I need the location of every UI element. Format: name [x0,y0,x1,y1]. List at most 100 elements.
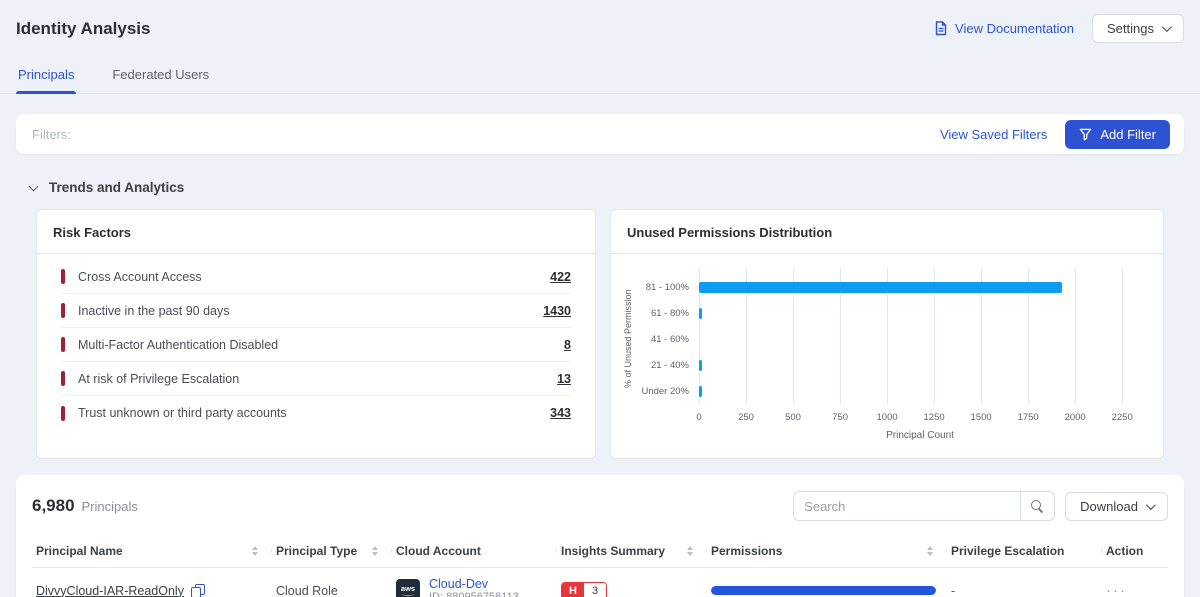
cell-insights-summary: H 3 [557,581,707,597]
document-icon [935,21,947,36]
chart-bar[interactable] [699,359,702,371]
row-actions-menu[interactable]: ··· [1106,582,1127,597]
chart-gridline [746,268,748,404]
chart-body: 81 - 100% 61 - 80% 41 - 60% 21 - 40% Under 2… [635,268,1141,404]
cell-principal-type: Cloud Role [276,583,338,597]
risk-item-label: Trust unknown or third party accounts [78,406,287,420]
page-header: Identity Analysis View Documentation Set… [0,0,1200,43]
chart-category-label: 81 - 100% [645,281,689,293]
risk-item-label: Multi-Factor Authentication Disabled [78,337,279,352]
chart-bar[interactable] [699,281,1062,293]
chart-gridline [934,268,936,404]
chart-x-axis: 0 250 500 750 1000 1250 1500 1750 2000 2250 [635,404,1141,426]
risk-item: Trust unknown or third party accounts 34… [61,396,571,430]
cloud-account-link[interactable]: Cloud-Dev [429,577,489,591]
chart-category-labels: 81 - 100% 61 - 80% 41 - 60% 21 - 40% Under 2… [635,274,699,404]
chart-x-tick-label: 750 [832,412,848,423]
column-divider [556,549,557,553]
sort-icon[interactable] [687,546,693,556]
chart-y-axis-label: % of Unused Permission [623,289,633,389]
risk-item-count-link[interactable]: 8 [564,337,571,352]
column-divider [271,549,272,553]
risk-item-count-link[interactable]: 422 [550,269,571,284]
risk-item-label: Inactive in the past 90 days [78,303,230,318]
column-divider [391,549,392,553]
chart-gridline [1028,268,1030,404]
filter-funnel-icon [1080,128,1092,140]
search-button[interactable] [1020,492,1054,520]
chart-bar-row [699,300,1141,326]
table-controls: Download [793,491,1168,521]
search-input[interactable] [794,492,1021,520]
permissions-bar-fill [711,586,936,595]
sort-icon[interactable] [372,546,378,556]
chart-x-tick-label: 1750 [1017,412,1039,423]
chart-bars [699,274,1141,404]
risk-item-count-link[interactable]: 1430 [543,303,571,318]
chart-gridline [793,268,795,404]
risk-item-count-link[interactable]: 343 [550,406,571,420]
add-filter-button[interactable]: Add Filter [1065,119,1170,149]
cell-action: ··· [1102,582,1168,597]
risk-item-count-link[interactable]: 13 [557,371,571,386]
trends-section-header[interactable]: Trends and Analytics [28,180,1184,195]
column-header-permissions[interactable]: Permissions [707,544,947,558]
filters-bar: Filters: View Saved Filters Add Filter [16,114,1184,154]
chart-x-tick-label: 0 [696,412,702,423]
permissions-bar[interactable] [711,586,936,595]
settings-label: Settings [1107,21,1154,36]
chart-x-tick-label: 1500 [970,412,992,423]
principal-name-link[interactable]: DivvyCloud-IAR-ReadOnly [36,583,184,597]
column-header-principal-name[interactable]: Principal Name [32,544,272,558]
column-header-cloud-account[interactable]: Cloud Account [392,544,557,558]
principals-count-suffix: Principals [81,499,138,514]
filters-placeholder[interactable]: Filters: [32,126,71,142]
view-documentation-label: View Documentation [955,21,1075,36]
settings-button[interactable]: Settings [1092,14,1184,43]
cloud-account-id: ID: 880956758113 [429,591,519,597]
column-divider [706,549,707,553]
copy-icon[interactable] [190,583,205,597]
filters-actions: View Saved Filters Add Filter [939,119,1170,149]
chart-bar[interactable] [699,307,702,319]
unused-permissions-title: Unused Permissions Distribution [627,225,833,240]
sort-icon[interactable] [927,546,933,556]
cell-cloud-account: aws Cloud-Dev ID: 880956758113 [392,577,557,597]
sort-icon[interactable] [252,546,258,556]
chart-plot [699,268,1141,404]
view-documentation-link[interactable]: View Documentation [934,21,1074,36]
column-header-insights-summary[interactable]: Insights Summary [557,544,707,558]
risk-item-label: At risk of Privilege Escalation [78,371,240,386]
cell-principal-name: DivvyCloud-IAR-ReadOnly [32,583,272,597]
chart-x-tick-label: 2250 [1111,412,1133,423]
tab-principals[interactable]: Principals [16,59,77,94]
chart-bar[interactable] [699,385,703,397]
chart-bar-row [699,352,1141,378]
chart-bar-row [699,378,1141,404]
search-box [793,491,1056,521]
chart-x-axis-label: Principal Count [886,430,954,441]
tab-federated-users[interactable]: Federated Users [112,67,210,82]
chart-gridline [981,268,983,404]
column-header-privilege-escalation[interactable]: Privilege Escalation [947,544,1102,558]
trends-cards: Risk Factors Cross Account Access 422 In… [36,209,1164,459]
risk-item: Inactive in the past 90 days 1430 [61,294,571,328]
principals-count: 6,980 Principals [32,496,138,516]
download-button[interactable]: Download [1065,491,1168,521]
severity-letter: H [562,582,584,597]
chart-category-label: 61 - 80% [650,307,689,319]
cell-permissions [707,586,947,595]
column-divider [1101,549,1102,553]
chart-bar-row [699,326,1141,352]
table-header-row: Principal Name Principal Type Cloud Acco… [32,535,1168,567]
view-saved-filters-link[interactable]: View Saved Filters [939,126,1048,142]
column-header-principal-type[interactable]: Principal Type [272,544,392,558]
chart-bar-row [699,274,1141,300]
risk-item: Cross Account Access 422 [61,260,571,294]
insight-severity-badge[interactable]: H 3 [561,581,608,597]
unused-permissions-card: Unused Permissions Distribution % of Unu… [610,209,1164,459]
risk-item: Multi-Factor Authentication Disabled 8 [61,328,571,362]
aws-icon: aws [396,578,420,597]
principals-table-card: 6,980 Principals Download Principal Name [16,475,1184,597]
aws-smile-icon [402,592,414,596]
